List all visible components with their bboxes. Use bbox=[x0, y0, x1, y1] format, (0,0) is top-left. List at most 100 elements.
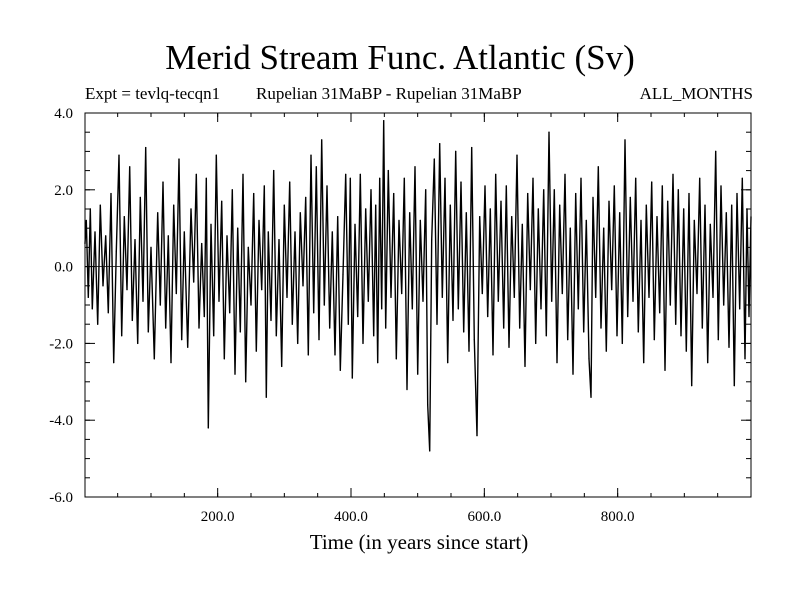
data-point bbox=[616, 335, 618, 337]
data-point bbox=[283, 204, 285, 206]
data-point bbox=[307, 354, 309, 356]
data-point bbox=[345, 173, 347, 175]
data-point bbox=[270, 319, 272, 321]
data-point bbox=[540, 308, 542, 310]
data-point bbox=[728, 346, 730, 348]
data-point bbox=[447, 362, 449, 364]
data-point bbox=[479, 216, 481, 218]
data-point bbox=[723, 304, 725, 306]
y-tick-label: 4.0 bbox=[54, 106, 73, 122]
data-point bbox=[302, 285, 304, 287]
data-point bbox=[744, 358, 746, 360]
data-point bbox=[329, 327, 331, 329]
series-line bbox=[84, 119, 752, 452]
data-point bbox=[481, 292, 483, 295]
data-point bbox=[441, 296, 443, 298]
data-point bbox=[608, 200, 610, 202]
data-point bbox=[147, 331, 149, 333]
data-point bbox=[429, 450, 431, 452]
data-point bbox=[669, 304, 671, 306]
data-point bbox=[659, 312, 661, 314]
data-point bbox=[556, 362, 558, 364]
data-point bbox=[452, 319, 454, 321]
x-tick-label: 800.0 bbox=[601, 509, 635, 525]
data-point bbox=[457, 308, 459, 310]
data-point bbox=[121, 335, 123, 337]
data-point bbox=[500, 200, 502, 202]
data-point bbox=[313, 312, 315, 314]
data-point bbox=[342, 273, 344, 275]
data-point bbox=[715, 150, 717, 152]
data-point bbox=[381, 308, 383, 310]
data-point bbox=[385, 327, 387, 329]
data-point bbox=[242, 173, 244, 175]
data-point bbox=[613, 185, 615, 187]
data-point bbox=[393, 193, 395, 195]
data-point bbox=[585, 219, 587, 222]
data-point bbox=[739, 308, 741, 310]
data-point bbox=[205, 177, 207, 179]
data-point bbox=[331, 231, 333, 233]
data-point bbox=[261, 289, 263, 291]
data-point bbox=[551, 300, 553, 302]
data-point bbox=[150, 246, 152, 248]
data-point bbox=[597, 166, 599, 168]
data-point bbox=[746, 208, 748, 210]
data-point bbox=[115, 250, 117, 252]
data-point bbox=[709, 223, 711, 225]
data-point bbox=[286, 296, 288, 298]
data-point bbox=[265, 396, 267, 398]
data-point bbox=[476, 435, 478, 437]
data-point bbox=[250, 304, 252, 306]
data-point bbox=[294, 231, 296, 233]
data-point bbox=[91, 308, 93, 310]
data-point bbox=[207, 427, 209, 429]
data-point bbox=[717, 339, 719, 341]
data-point bbox=[701, 327, 703, 329]
data-point bbox=[99, 204, 101, 206]
data-point bbox=[247, 246, 249, 248]
data-point bbox=[258, 219, 260, 222]
data-point bbox=[218, 300, 220, 302]
x-tick-label: 600.0 bbox=[467, 509, 501, 525]
data-point bbox=[239, 331, 241, 333]
data-point bbox=[433, 158, 435, 160]
data-point bbox=[595, 296, 597, 298]
data-point bbox=[635, 177, 637, 179]
data-point bbox=[643, 362, 645, 364]
data-point bbox=[162, 181, 164, 183]
data-point bbox=[627, 315, 629, 318]
data-point bbox=[516, 154, 518, 156]
data-point bbox=[632, 300, 634, 302]
data-point bbox=[85, 219, 87, 222]
data-point bbox=[559, 204, 561, 206]
data-point bbox=[273, 170, 275, 172]
data-point bbox=[291, 323, 293, 325]
data-point bbox=[537, 208, 539, 210]
data-point bbox=[545, 335, 547, 337]
data-point bbox=[87, 296, 89, 298]
data-point bbox=[215, 154, 217, 156]
data-point bbox=[113, 362, 115, 364]
data-point bbox=[569, 227, 571, 229]
data-point bbox=[365, 208, 367, 210]
data-point bbox=[173, 204, 175, 206]
data-point bbox=[157, 212, 159, 214]
data-point bbox=[210, 223, 212, 225]
data-point bbox=[102, 285, 104, 287]
data-point bbox=[621, 342, 623, 344]
data-point bbox=[431, 239, 433, 241]
data-point bbox=[535, 342, 537, 344]
y-tick-label: 0.0 bbox=[54, 260, 73, 276]
data-point bbox=[354, 223, 356, 225]
data-point bbox=[377, 362, 379, 364]
data-point bbox=[97, 323, 99, 325]
data-point bbox=[126, 289, 128, 291]
y-tick-label: -4.0 bbox=[49, 413, 73, 429]
data-point bbox=[198, 327, 200, 329]
data-point bbox=[580, 177, 582, 179]
data-point bbox=[245, 381, 247, 383]
data-point bbox=[725, 212, 727, 214]
series-group bbox=[84, 119, 752, 452]
data-point bbox=[390, 296, 392, 298]
